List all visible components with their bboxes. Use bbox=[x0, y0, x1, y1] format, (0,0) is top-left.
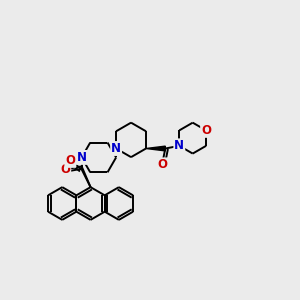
Text: O: O bbox=[157, 158, 167, 171]
Text: O: O bbox=[201, 124, 211, 137]
Polygon shape bbox=[146, 146, 165, 151]
Text: N: N bbox=[111, 142, 121, 155]
Text: N: N bbox=[76, 151, 87, 164]
Text: O: O bbox=[65, 154, 75, 167]
Text: N: N bbox=[174, 139, 184, 152]
Text: O: O bbox=[60, 163, 70, 176]
